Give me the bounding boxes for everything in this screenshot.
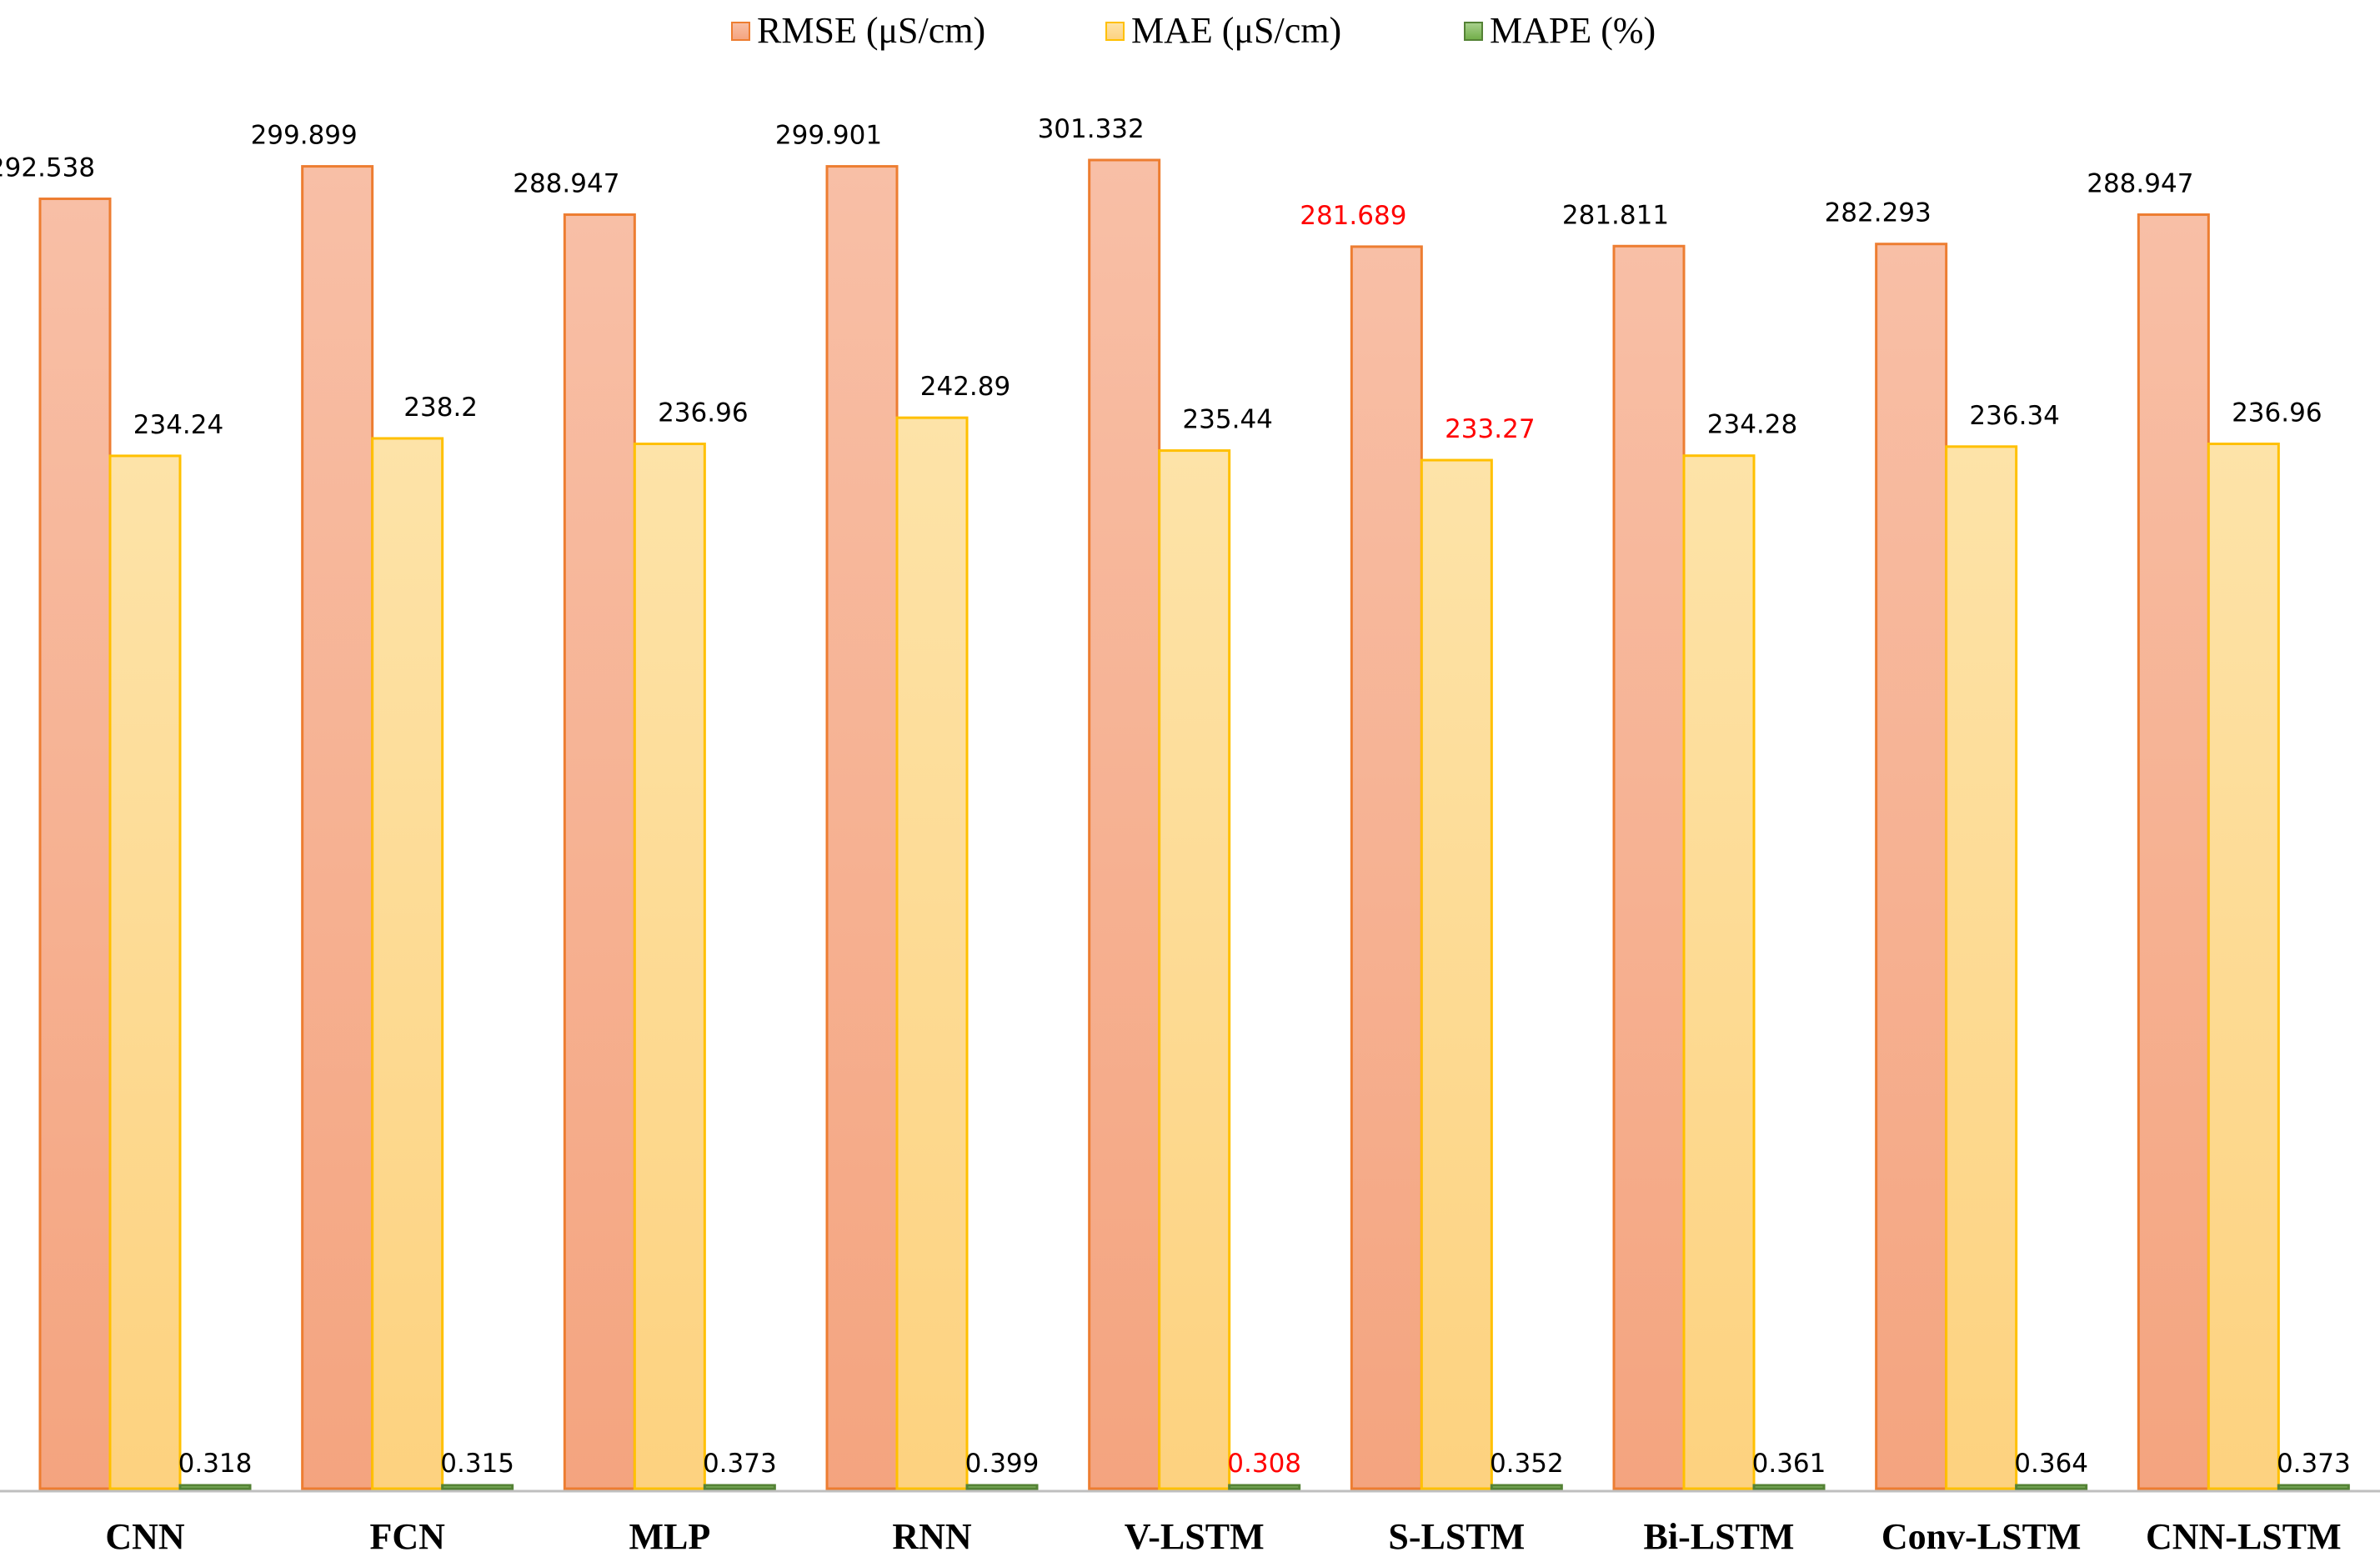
data-label: 0.352 (1490, 1449, 1564, 1479)
chart-bars (38, 158, 2350, 1490)
x-tick-label: FCN (369, 1516, 445, 1557)
data-label: 299.899 (251, 121, 358, 151)
bar (38, 198, 112, 1490)
x-tick-label: CNN-LSTM (2146, 1516, 2342, 1557)
legend-item: MAPE (%) (1464, 10, 1656, 51)
bar (563, 213, 636, 1490)
data-label: 0.373 (2277, 1449, 2351, 1479)
data-label: 301.332 (1038, 114, 1145, 144)
data-label: 288.947 (2087, 169, 2193, 199)
x-tick-label: Conv-LSTM (1881, 1516, 2082, 1557)
x-tick-label: V-LSTM (1125, 1516, 1265, 1557)
bar (2015, 1484, 2088, 1490)
legend-swatch (1105, 22, 1125, 41)
data-label: 0.308 (1227, 1449, 1301, 1479)
bar (1228, 1484, 1301, 1490)
bar (301, 165, 374, 1490)
bar (1490, 1484, 1563, 1490)
bar (371, 437, 444, 1490)
x-tick-label: S-LSTM (1388, 1516, 1525, 1557)
data-label: 236.96 (658, 398, 748, 428)
data-label: 234.28 (1707, 410, 1797, 440)
data-label: 288.947 (513, 169, 619, 199)
legend-label: MAE (μS/cm) (1131, 10, 1341, 51)
bar (703, 1484, 776, 1490)
data-label: 299.901 (775, 121, 882, 151)
legend-swatch (1464, 22, 1483, 41)
legend-item: RMSE (μS/cm) (731, 10, 985, 51)
x-tick-label: Bi-LSTM (1644, 1516, 1795, 1557)
data-label: 0.315 (440, 1449, 514, 1479)
bar (178, 1484, 252, 1490)
bar (2277, 1484, 2350, 1490)
data-label: 236.96 (2232, 398, 2322, 428)
data-label: 282.293 (1825, 198, 1932, 228)
data-label: 0.399 (965, 1449, 1040, 1479)
bar (2137, 213, 2210, 1490)
chart-legend: RMSE (μS/cm) MAE (μS/cm) MAPE (%) (731, 10, 1656, 51)
bar (1752, 1484, 1826, 1490)
data-label: 0.364 (2014, 1449, 2088, 1479)
legend-label: MAPE (%) (1490, 10, 1656, 51)
bar (965, 1484, 1039, 1490)
data-label: 0.373 (703, 1449, 777, 1479)
bar (1682, 454, 1756, 1490)
legend-item: MAE (μS/cm) (1105, 10, 1341, 51)
x-tick-label: MLP (629, 1516, 710, 1557)
legend-label: RMSE (μS/cm) (757, 10, 985, 51)
bar (633, 443, 706, 1490)
data-label: 238.2 (403, 393, 478, 423)
bar (1420, 458, 1493, 1490)
data-label: 234.24 (133, 410, 223, 440)
data-label: 0.318 (178, 1449, 253, 1479)
bar (1158, 449, 1231, 1490)
chart-data-labels: 292.538 234.24 0.318 299.899 238.2 0.315 288.9… (0, 114, 2351, 1479)
bar (2207, 443, 2280, 1490)
bar (1612, 244, 1686, 1490)
data-label: 236.34 (1969, 401, 2059, 431)
bar (1875, 243, 1948, 1490)
x-tick-label: RNN (892, 1516, 972, 1557)
data-label: 242.89 (920, 372, 1010, 402)
data-label: 0.361 (1752, 1449, 1826, 1479)
bar (1088, 158, 1161, 1490)
data-label: 281.811 (1562, 200, 1669, 230)
data-label: 233.27 (1445, 414, 1535, 444)
bar (895, 416, 969, 1490)
x-tick-label: CNN (105, 1516, 185, 1557)
bar (1945, 445, 2018, 1490)
data-label: 235.44 (1182, 405, 1272, 435)
data-label: 292.538 (0, 153, 95, 183)
bar (825, 165, 899, 1490)
legend-swatch (731, 22, 750, 41)
bar (1350, 245, 1423, 1490)
bar (441, 1484, 514, 1490)
data-label: 281.689 (1300, 201, 1406, 231)
bar (108, 454, 182, 1490)
x-axis-tick-labels: CNN FCN MLP RNN V-LSTM S-LSTM Bi-LSTM Conv-LSTM… (105, 1516, 2341, 1557)
